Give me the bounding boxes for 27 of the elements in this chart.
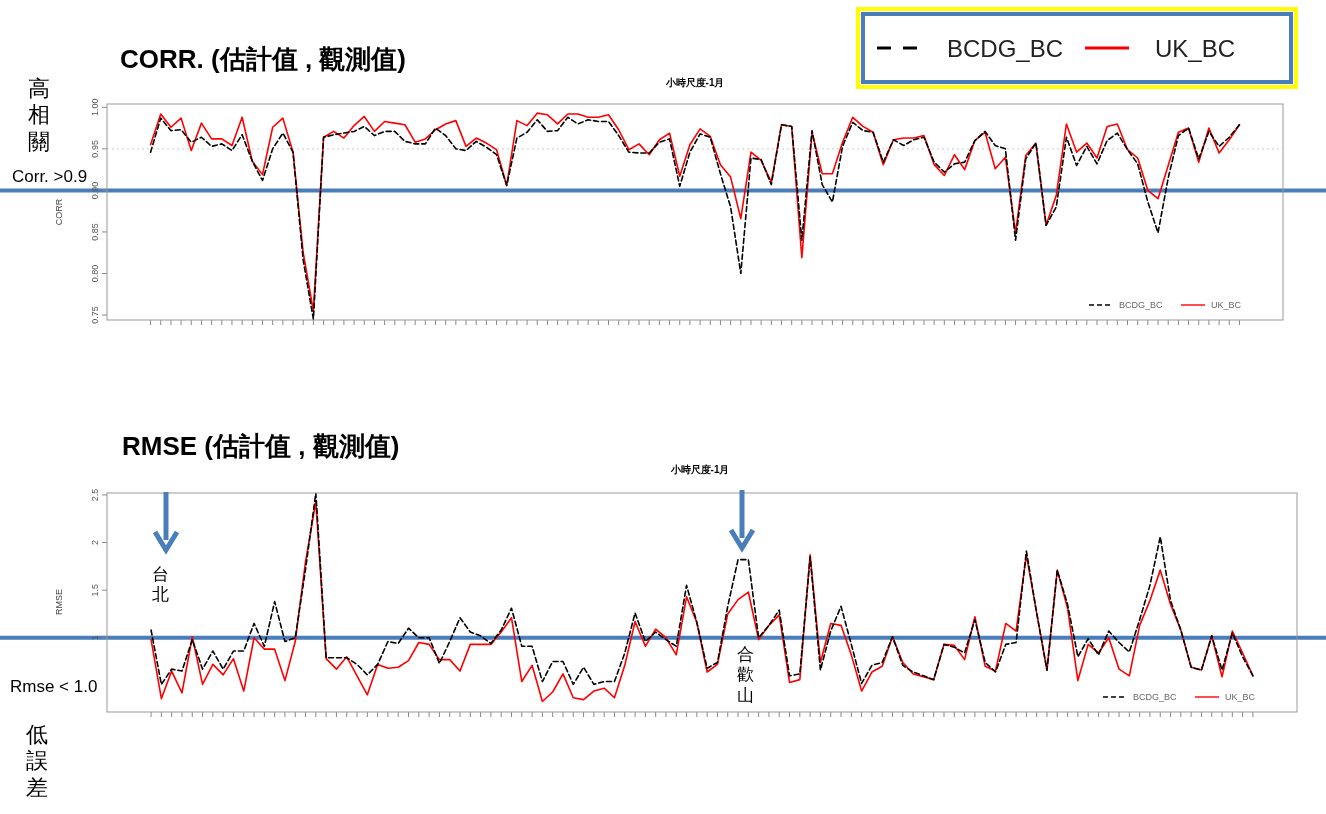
chart-title: CORR. (估計值 , 觀測值) <box>120 44 406 74</box>
chart-subtitle: 小時尺度-1月 <box>664 77 725 88</box>
legend-label: UK_BC <box>1225 692 1256 702</box>
legend-label: BCDG_BC <box>1119 300 1164 310</box>
y-tick-label: 2.5 <box>90 488 100 502</box>
chart-subtitle: 小時尺度-1月 <box>669 464 730 475</box>
legend-label: BCDG_BC <box>1133 692 1178 702</box>
y-tick-label: 0.95 <box>90 140 100 158</box>
ref-line-label: Rmse < 1.0 <box>10 676 98 696</box>
y-axis-title: CORR <box>54 198 64 226</box>
y-tick-label: 0.85 <box>90 223 100 241</box>
text: 高相關 <box>28 76 50 154</box>
ref-line-label: Corr. >0.9 <box>12 167 88 187</box>
y-tick-label: 1.5 <box>90 583 100 597</box>
y-tick-label: 0.80 <box>90 264 100 283</box>
chart-title: RMSE (估計值 , 觀測值) <box>122 431 400 461</box>
y-tick-label: 2 <box>90 540 100 546</box>
y-tick-label: 0.90 <box>90 181 100 200</box>
main-legend: BCDG_BC UK_BC <box>856 7 1298 89</box>
y-tick-label: 1 <box>90 635 100 641</box>
legend-label: UK_BC <box>1211 300 1242 310</box>
annotation: 台北 <box>152 565 169 605</box>
y-tick-label: 1.00 <box>90 98 100 117</box>
annotation: 合歡山 <box>737 645 754 705</box>
y-axis-title: RMSE <box>54 588 64 616</box>
y-tick-label: 0.75 <box>90 306 100 324</box>
text: 低誤差 <box>26 722 48 800</box>
